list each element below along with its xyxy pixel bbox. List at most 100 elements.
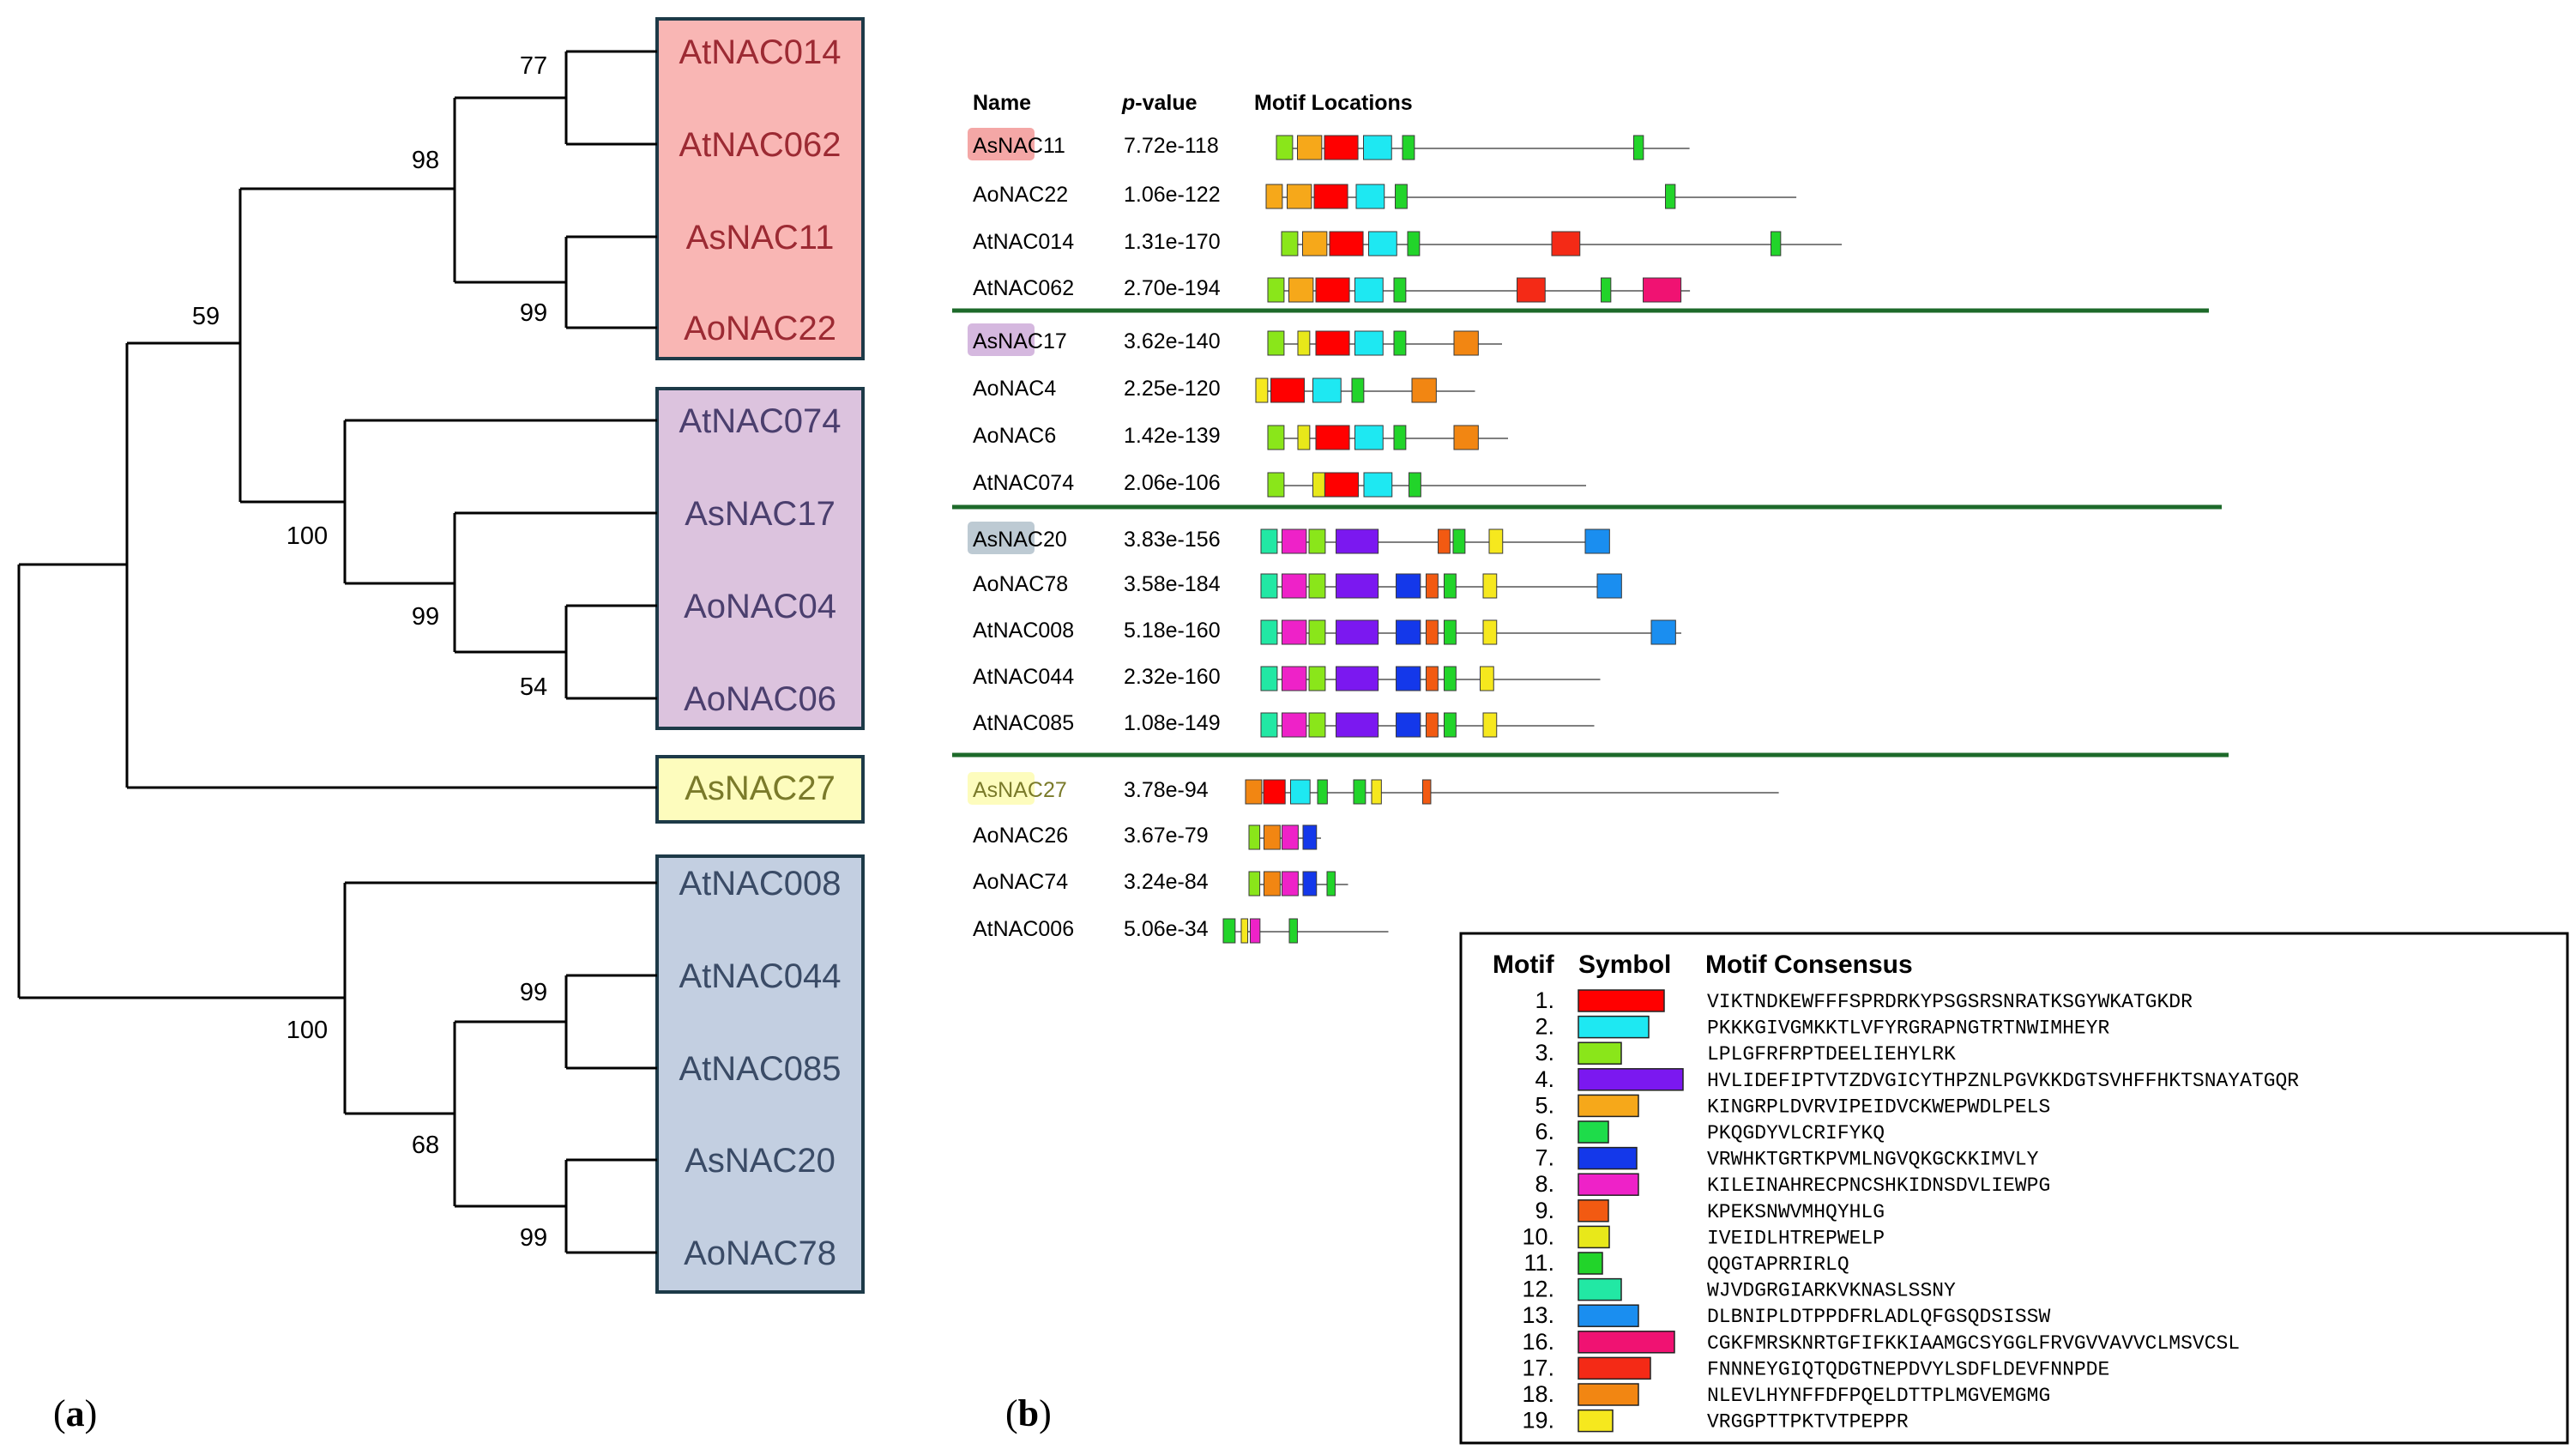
motif-block-4	[1336, 619, 1379, 645]
motif-block-11	[1393, 277, 1407, 303]
motif-block-10	[1297, 330, 1311, 356]
motif-block-19	[1240, 918, 1249, 944]
motif-block-3	[1267, 425, 1285, 450]
motif-block-9	[1438, 528, 1451, 554]
motif-block-3	[1267, 472, 1285, 498]
legend-symbol	[1578, 1331, 1675, 1354]
motif-block-11	[1393, 330, 1407, 356]
legend-number: 9.	[1535, 1198, 1554, 1223]
legend-row-motif-19: 19. VRGGPTTPKTVTPEPPR	[1522, 1408, 1908, 1434]
legend-row-motif-9: 9. KPEKSNWVMHQYHLG	[1535, 1198, 1885, 1223]
motif-block-10	[1312, 472, 1325, 498]
legend-symbol	[1578, 1277, 1622, 1301]
legend-number: 10.	[1522, 1223, 1554, 1249]
legend-number: 8.	[1535, 1171, 1554, 1197]
motif-block-7	[1396, 666, 1421, 691]
row-pvalue: 7.72e-118	[1124, 134, 1219, 158]
row-name: AtNAC062	[973, 276, 1074, 300]
row-name: AtNAC074	[973, 471, 1074, 495]
row-name: AoNAC4	[973, 377, 1056, 401]
motif-block-19	[1480, 666, 1494, 691]
branch	[453, 511, 657, 654]
row-name: AoNAC78	[973, 572, 1068, 596]
row-name: AsNAC11	[973, 134, 1065, 158]
motif-row-asnac27: AsNAC27 3.78e-94	[968, 772, 1779, 805]
row-pvalue: 2.06e-106	[1124, 471, 1221, 495]
motif-row-atnac008: AtNAC008 5.18e-160	[973, 619, 1681, 645]
motif-block-5	[1288, 277, 1314, 303]
motif-block-3	[1308, 666, 1326, 691]
bootstrap-values: 77 98 99 59 100 99 54 99 100 68 99	[192, 52, 547, 1252]
clade-box-blue	[655, 854, 865, 1294]
motif-block-7	[1396, 573, 1421, 599]
bootstrap-value: 77	[520, 52, 547, 80]
motif-block-1	[1324, 135, 1359, 160]
legend-number: 12.	[1522, 1277, 1554, 1302]
motif-block-18	[1453, 330, 1479, 356]
motif-block-19	[1255, 377, 1269, 403]
legend-number: 3.	[1535, 1040, 1554, 1066]
leaf-label-aonac22: AoNAC22	[684, 310, 836, 347]
motif-block-11	[1452, 528, 1466, 554]
motif-block-19	[1482, 712, 1498, 738]
clade-box-purple	[655, 387, 865, 730]
legend-number: 18.	[1522, 1381, 1554, 1407]
motif-block-7	[1396, 619, 1421, 645]
motif-block-8	[1282, 619, 1307, 645]
motif-block-17	[1517, 277, 1546, 303]
legend-consensus: PKQGDYVLCRIFYKQ	[1707, 1122, 1885, 1144]
legend-row-motif-7: 7. VRWHKTGRTKPVMLNGVQKGCKKIMVLY	[1535, 1145, 2038, 1171]
motif-row-asnac11: AsNAC11 7.72e-118	[968, 128, 1690, 160]
legend-row-motif-17: 17. FNNNEYGIQTQDGTNEPDVYLSDFLDEVFNNPDE	[1522, 1355, 2109, 1380]
motif-block-1	[1315, 277, 1350, 303]
motif-block-9	[1426, 619, 1439, 645]
leaf-label-asnac20: AsNAC20	[685, 1142, 836, 1180]
row-pvalue: 2.70e-194	[1124, 276, 1221, 300]
motif-block-11	[1444, 666, 1457, 691]
row-name: AtNAC044	[973, 665, 1074, 689]
motif-block-11	[1409, 472, 1421, 498]
motif-block-4	[1336, 666, 1379, 691]
leaf-label-asnac11: AsNAC11	[686, 219, 835, 257]
clade-box-yellow	[655, 755, 865, 824]
bootstrap-value: 99	[520, 1224, 547, 1252]
legend-header-consensus: Motif Consensus	[1705, 951, 1913, 979]
motif-block-10	[1297, 425, 1311, 450]
row-pvalue: 5.18e-160	[1124, 619, 1221, 643]
branch	[453, 1020, 566, 1208]
leaf-label-atnac014: AtNAC014	[679, 33, 842, 71]
branch	[564, 604, 657, 700]
row-name: AsNAC17	[973, 329, 1067, 353]
motif-block-13	[1584, 528, 1610, 554]
motif-legend: Motif Symbol Motif Consensus 1. VIKTNDKEW…	[1459, 932, 2569, 1445]
row-pvalue: 3.62e-140	[1124, 329, 1221, 353]
motif-block-7	[1396, 712, 1421, 738]
motif-block-1	[1270, 377, 1306, 403]
tree-branches	[17, 50, 657, 1254]
row-name: AoNAC22	[973, 183, 1068, 207]
legend-symbol	[1578, 1252, 1603, 1275]
leaf-label-atnac085: AtNAC085	[679, 1050, 842, 1088]
legend-row-motif-2: 2. PKKKGIVGMKKTLVFYRGRAPNGTRTNWIMHEYR	[1535, 1014, 2109, 1040]
group-separators	[952, 308, 2229, 758]
legend-number: 13.	[1522, 1302, 1554, 1328]
motif-block-11	[1633, 135, 1644, 160]
motif-block-8	[1250, 918, 1261, 944]
leaf-labels: AtNAC014 AtNAC062 AsNAC11 AoNAC22 AtNAC074 As…	[679, 33, 842, 1272]
panel-label-b: (b)	[1005, 1392, 1052, 1434]
bootstrap-value: 59	[192, 303, 220, 330]
name-highlight	[968, 323, 1035, 356]
row-name: AoNAC74	[973, 870, 1068, 894]
legend-symbol	[1578, 1304, 1639, 1327]
motif-block-4	[1336, 528, 1379, 554]
legend-number: 7.	[1535, 1145, 1554, 1171]
motif-block-1	[1329, 231, 1364, 257]
legend-consensus: NLEVLHYNFFDFPQELDTTPLMGVEMGMG	[1707, 1385, 2050, 1407]
name-highlight	[968, 772, 1035, 805]
legend-consensus: FNNNEYGIQTQDGTNEPDVYLSDFLDEVFNNPDE	[1707, 1358, 2109, 1380]
legend-consensus: KILEINAHRECPNCSHKIDNSDVLIEWPG	[1707, 1174, 2050, 1197]
motif-block-3	[1308, 712, 1326, 738]
row-pvalue: 2.25e-120	[1124, 377, 1221, 401]
motif-row-aonac4: AoNAC4 2.25e-120	[973, 377, 1475, 403]
motif-block-9	[1426, 573, 1439, 599]
